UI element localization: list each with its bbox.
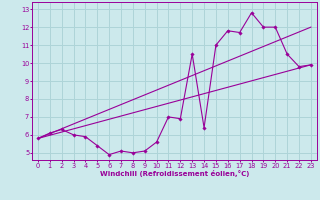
X-axis label: Windchill (Refroidissement éolien,°C): Windchill (Refroidissement éolien,°C) — [100, 170, 249, 177]
